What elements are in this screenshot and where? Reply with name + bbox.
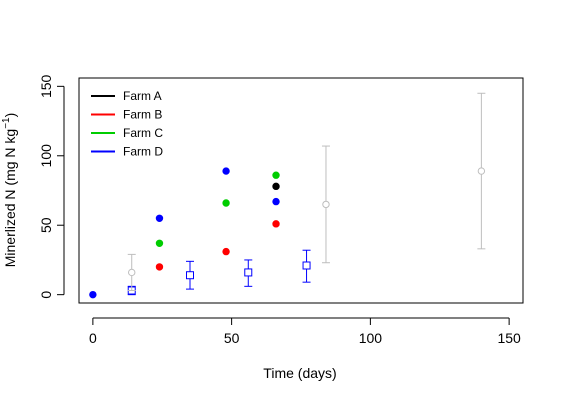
x-tick-label: 50 (224, 330, 240, 346)
data-point (272, 220, 280, 228)
x-tick-label: 150 (497, 330, 521, 346)
x-tick-label: 100 (359, 330, 383, 346)
x-axis: 0 50 100 150 (89, 317, 521, 346)
y-tick-label: 50 (38, 217, 54, 233)
y-axis-label-exponent: −1 (1, 117, 12, 129)
data-point (222, 167, 230, 175)
data-point (222, 199, 230, 207)
data-point (272, 171, 280, 179)
x-tick-label: 0 (89, 330, 97, 346)
data-point (272, 182, 280, 191)
data-point-open-square (244, 268, 253, 277)
data-point (155, 239, 164, 247)
data-point (155, 263, 164, 271)
legend-label: Farm D (123, 145, 163, 159)
data-point (89, 290, 97, 299)
data-point (155, 214, 164, 222)
data-point (222, 247, 230, 256)
data-point-open-circle (128, 268, 136, 277)
legend: Farm A Farm B Farm C Farm D (91, 89, 163, 159)
data-point-open-circle (477, 167, 486, 175)
data-point (272, 197, 280, 206)
y-axis-label-main: Minerlized N (mg N kg (2, 129, 18, 267)
legend-label: Farm A (123, 89, 162, 103)
error-bar-layer (127, 92, 486, 296)
y-tick-label: 100 (38, 144, 54, 168)
point-layer (89, 167, 280, 299)
plot-box (78, 77, 524, 304)
legend-label: Farm C (123, 126, 163, 140)
y-axis-label-close: ) (2, 113, 18, 118)
data-point-open-square (186, 271, 194, 280)
data-point-open-square (302, 261, 311, 270)
y-tick-label: 150 (38, 74, 54, 98)
y-tick-label: 0 (38, 291, 54, 299)
y-axis-label: Minerlized N (mg N kg−1) (1, 113, 18, 268)
legend-label: Farm B (123, 108, 162, 122)
y-axis: 0 50 100 150 (38, 74, 65, 299)
x-axis-label: Time (days) (263, 365, 336, 381)
data-point-open-circle (322, 200, 330, 209)
